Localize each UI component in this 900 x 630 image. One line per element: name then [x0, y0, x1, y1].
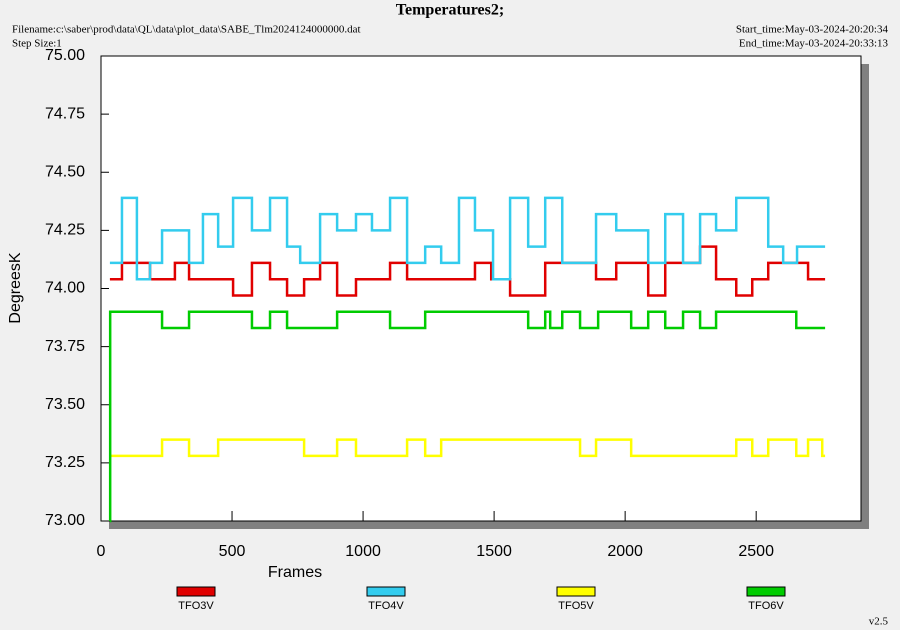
filename: Filename:c:\saber\prod\data\QL\data\plot…: [12, 24, 361, 36]
x-tick-label: 1000: [345, 543, 381, 560]
x-tick-label: 1500: [476, 543, 512, 560]
legend-swatch: [176, 586, 216, 597]
y-tick-label: 74.75: [45, 105, 85, 122]
y-tick-label: 73.75: [45, 338, 85, 355]
x-tick-label: 0: [97, 543, 106, 560]
legend-label: TFO3V: [178, 600, 214, 612]
end-time: End_time:May-03-2024-20:33:13: [739, 38, 889, 50]
legend-label: TFO5V: [558, 600, 594, 612]
x-tick-label: 2500: [738, 543, 774, 560]
step-size: Step Size:1: [12, 38, 62, 50]
y-tick-label: 75.00: [45, 47, 85, 64]
y-tick-label: 74.25: [45, 222, 85, 239]
y-tick-label: 73.00: [45, 512, 85, 529]
series-line: [109, 196, 826, 281]
x-tick-label: 2000: [607, 543, 643, 560]
start-time: Start_time:May-03-2024-20:20:34: [736, 24, 889, 36]
series-line: [108, 310, 826, 523]
y-tick-label: 73.25: [45, 454, 85, 471]
chart-title: Temperatures2;: [396, 2, 504, 19]
legend-label: TFO6V: [748, 600, 784, 612]
x-axis-label: Frames: [268, 564, 322, 581]
legend-swatch: [746, 586, 786, 597]
series-line: [109, 245, 826, 297]
y-tick-label: 74.50: [45, 163, 85, 180]
legend-swatch: [556, 586, 596, 597]
y-axis-label: DegreesK: [7, 252, 24, 323]
legend-label: TFO4V: [368, 600, 404, 612]
legend-swatch: [366, 586, 406, 597]
y-tick-label: 74.00: [45, 280, 85, 297]
plot-area: [100, 55, 862, 522]
y-tick-label: 73.50: [45, 396, 85, 413]
series-line: [109, 438, 826, 458]
x-tick-label: 500: [219, 543, 246, 560]
version: v2.5: [869, 616, 889, 628]
